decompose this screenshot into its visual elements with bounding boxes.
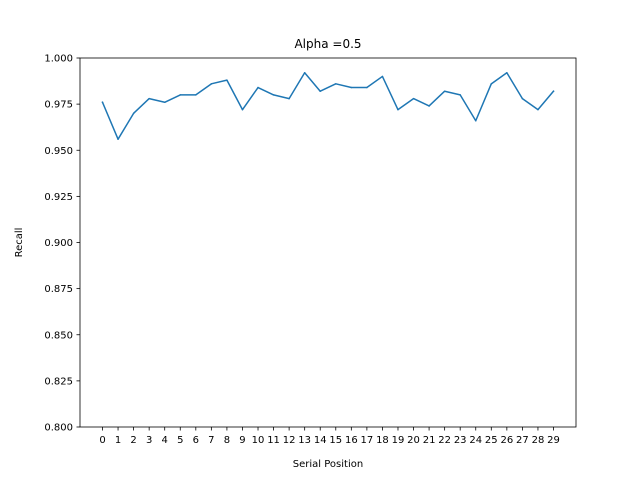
- x-tick-label: 27: [516, 435, 529, 446]
- data-point: [117, 138, 119, 140]
- data-point: [474, 119, 477, 122]
- data-point: [195, 94, 197, 96]
- x-tick-label: 23: [454, 435, 467, 446]
- x-tick-label: 17: [361, 435, 374, 446]
- data-point: [428, 105, 430, 107]
- y-tick-label: 0.800: [44, 423, 73, 434]
- y-tick-label: 0.875: [44, 284, 73, 295]
- data-point: [288, 97, 290, 100]
- data-point: [179, 94, 182, 96]
- data-point: [148, 97, 150, 100]
- y-tick-label: 0.850: [44, 330, 73, 341]
- data-point: [335, 83, 337, 85]
- data-point: [381, 75, 384, 78]
- x-tick-label: 2: [130, 435, 136, 446]
- x-tick-label: 8: [224, 435, 230, 446]
- y-tick-label: 0.900: [44, 238, 73, 249]
- data-point: [412, 97, 415, 100]
- x-tick-label: 7: [208, 435, 214, 446]
- x-tick-label: 1: [115, 435, 121, 446]
- data-point: [101, 101, 104, 104]
- data-point: [241, 108, 244, 111]
- x-tick-label: 12: [283, 435, 296, 446]
- y-tick-label: 0.950: [44, 146, 73, 157]
- data-point: [490, 83, 493, 85]
- x-tick-label: 24: [469, 435, 482, 446]
- x-tick-label: 26: [500, 435, 513, 446]
- data-point: [226, 79, 228, 81]
- x-tick-label: 14: [314, 435, 327, 446]
- data-point: [257, 86, 259, 89]
- data-point: [552, 90, 555, 92]
- x-tick-label: 28: [532, 435, 545, 446]
- data-point: [350, 86, 353, 89]
- series-line: [101, 72, 555, 140]
- x-axis: 0 1 2 3 4 5 6 7 8 9 10 11 12 13 14 15 16 17 18 19 20 21 22 23 24…: [99, 427, 560, 446]
- x-tick-label: 3: [146, 435, 152, 446]
- data-point: [132, 112, 135, 115]
- data-point: [163, 101, 166, 104]
- x-tick-label: 9: [239, 435, 245, 446]
- x-tick-label: 29: [547, 435, 560, 446]
- x-tick-label: 13: [298, 435, 311, 446]
- data-point: [521, 97, 524, 100]
- x-tick-label: 10: [252, 435, 265, 446]
- y-axis: 0.800 0.825 0.850 0.875 0.900 0.925 0.950 0.975…: [44, 54, 80, 434]
- x-tick-label: 19: [392, 435, 405, 446]
- x-tick-label: 11: [267, 435, 280, 446]
- data-point: [506, 72, 508, 74]
- x-tick-label: 0: [99, 435, 105, 446]
- x-tick-label: 6: [193, 435, 199, 446]
- data-point: [303, 72, 306, 74]
- data-point: [210, 83, 213, 85]
- y-tick-label: 0.825: [44, 376, 73, 387]
- x-tick-label: 5: [177, 435, 183, 446]
- data-point: [397, 108, 399, 111]
- plot-area: [80, 58, 576, 427]
- chart-title: Alpha =0.5: [294, 37, 361, 51]
- data-point: [272, 94, 275, 96]
- data-point: [319, 90, 321, 92]
- data-point: [459, 94, 461, 96]
- y-tick-label: 1.000: [44, 54, 73, 65]
- x-tick-label: 4: [162, 435, 168, 446]
- x-tick-label: 21: [423, 435, 436, 446]
- plot-frame: [79, 57, 577, 428]
- y-tick-label: 0.925: [44, 192, 73, 203]
- data-point: [537, 108, 539, 111]
- y-axis-title: Recall: [14, 228, 25, 258]
- x-tick-label: 18: [376, 435, 389, 446]
- x-tick-label: 15: [329, 435, 342, 446]
- data-points: [101, 72, 555, 140]
- x-tick-label: 22: [438, 435, 451, 446]
- x-tick-label: 20: [407, 435, 420, 446]
- data-point: [366, 86, 368, 89]
- x-tick-label: 16: [345, 435, 358, 446]
- x-axis-title: Serial Position: [293, 459, 363, 470]
- data-point: [443, 90, 446, 92]
- x-tick-label: 25: [485, 435, 498, 446]
- y-tick-label: 0.975: [44, 100, 73, 111]
